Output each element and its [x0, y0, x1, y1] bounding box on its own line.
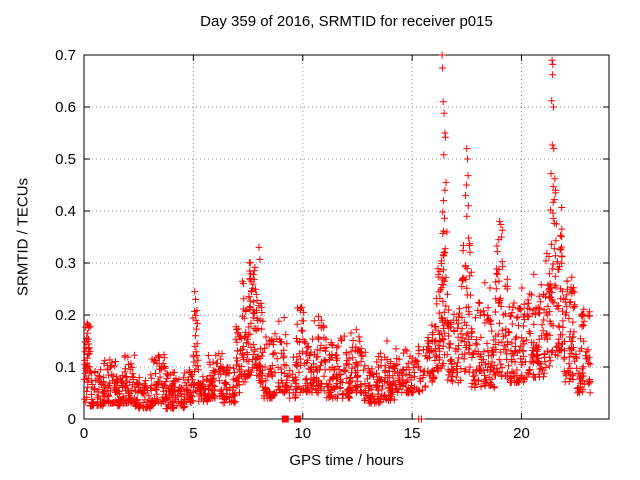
x-tick-label: 20	[513, 425, 530, 442]
y-axis-label: SRMTID / TECUs	[14, 177, 32, 297]
plot-frame	[83, 54, 610, 420]
y-tick-label: 0.7	[55, 47, 76, 64]
y-tick-label: 0.5	[55, 151, 76, 168]
zero-square-marker	[294, 415, 301, 423]
y-tick-label: 0.4	[55, 203, 76, 220]
y-tick-label: 0.3	[55, 255, 76, 272]
y-tick-label: 0.1	[55, 359, 76, 376]
x-tick-label: 0	[80, 425, 88, 442]
x-tick-label: 15	[404, 425, 421, 442]
x-tick-label: 10	[294, 425, 311, 442]
y-tick-label: 0	[68, 411, 76, 428]
x-axis-label: GPS time / hours	[289, 452, 404, 469]
zero-square-marker	[281, 415, 289, 423]
x-tick-label: 5	[189, 425, 197, 442]
y-tick-label: 0.6	[55, 99, 76, 116]
data-points	[81, 51, 594, 423]
y-tick-label: 0.2	[55, 307, 76, 324]
chart-title: Day 359 of 2016, SRMTID for receiver p01…	[200, 13, 493, 30]
